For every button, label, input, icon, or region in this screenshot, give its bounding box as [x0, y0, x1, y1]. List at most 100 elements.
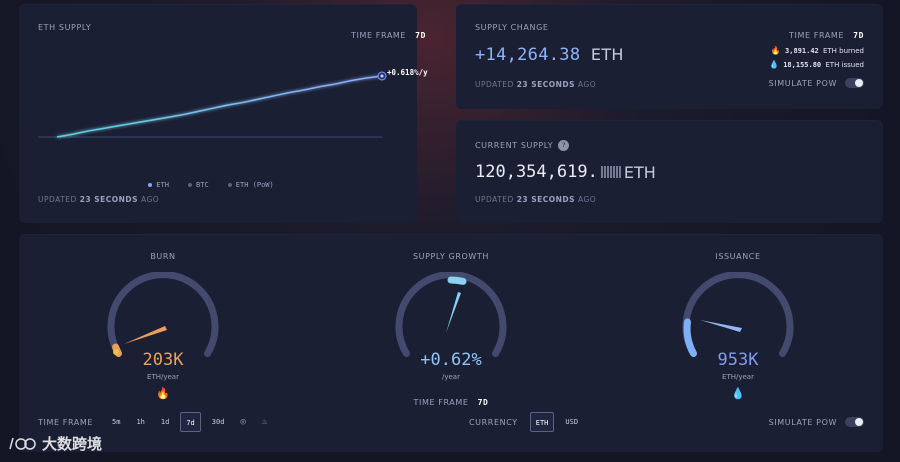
- currency-eth-button[interactable]: ETH: [529, 412, 555, 432]
- legend-btc[interactable]: BTC: [188, 181, 209, 189]
- issuance-gauge: [682, 272, 794, 357]
- timeframe-label: TIME FRAME: [351, 31, 407, 40]
- supply-growth-value: +0.62%: [420, 350, 482, 370]
- merge-icon-button[interactable]: ◎: [240, 417, 246, 427]
- legend-eth[interactable]: ETH: [148, 181, 169, 189]
- burn-issue-breakdown: 🔥 3,891.42 ETH burned 💧 18,155.80 ETH is…: [769, 44, 864, 72]
- supply-change-timeframe[interactable]: TIME FRAME 7d: [789, 23, 864, 42]
- supply-change-card: SUPPLY CHANGE TIME FRAME 7d +14,264.38 E…: [456, 4, 883, 109]
- rolling-digits-icon: [600, 166, 621, 178]
- droplet-icon: 💧: [769, 60, 779, 69]
- timeframe-1h-button[interactable]: 1h: [136, 418, 145, 426]
- burn-title: BURN: [150, 252, 176, 261]
- supply-change-value: +14,264.38 ETH: [475, 45, 624, 65]
- legend-eth-label: ETH: [156, 181, 169, 189]
- timeframe-value: 7d: [415, 31, 426, 40]
- watermark: 大数跨境: [8, 433, 102, 454]
- supply-growth-gauge-track: [395, 272, 507, 357]
- burned-value: 3,891.42: [785, 47, 819, 55]
- currency-usd-button[interactable]: USD: [565, 418, 579, 426]
- current-supply-value: 120,354,619. ETH: [475, 162, 656, 182]
- fire-icon: 🔥: [770, 46, 781, 55]
- eth-supply-updated: UPDATED 23 SECONDS AGO: [38, 195, 159, 204]
- issued-label: ETH issued: [825, 61, 864, 69]
- updated-suffix: AGO: [140, 195, 160, 204]
- updated-suffix: AGO: [577, 195, 597, 204]
- eth-series-line: [56, 75, 383, 138]
- timeframe-selector: TIME FRAME 5m 1h 1d 7d 30d ◎ ♨: [38, 412, 272, 432]
- supply-growth-gauge-needle: [446, 292, 461, 333]
- info-icon[interactable]: ?: [558, 140, 570, 151]
- supply-growth-title: SUPPLY GROWTH: [412, 252, 490, 261]
- burned-row: 🔥 3,891.42 ETH burned: [769, 44, 864, 58]
- watermark-logo-icon: [9, 437, 36, 450]
- supply-change-updated: UPDATED 23 SECONDS AGO: [475, 80, 596, 89]
- series-endpoint-dot: [380, 74, 384, 78]
- footer-simulate-pow-toggle[interactable]: [845, 417, 864, 427]
- timeframe-5m-button[interactable]: 5m: [112, 418, 121, 426]
- eth-supply-timeframe[interactable]: TIME FRAME 7d: [346, 23, 426, 42]
- supply-growth-gauge: [395, 272, 507, 357]
- timeframe-value: 7d: [853, 31, 864, 40]
- timeframe-30d-button[interactable]: 30d: [211, 418, 225, 426]
- simulate-pow-toggle[interactable]: [845, 78, 864, 88]
- timeframe-label: TIME FRAME: [789, 31, 845, 40]
- issued-value: 18,155.80: [783, 61, 822, 69]
- timeframe-1d-button[interactable]: 1d: [160, 418, 170, 426]
- legend-btc-dot: [188, 183, 193, 187]
- issuance-unit: ETH/year: [722, 373, 754, 381]
- burned-label: ETH burned: [822, 47, 864, 55]
- flame-icon-button[interactable]: ♨: [261, 417, 268, 427]
- current-supply-header: CURRENT SUPPLY ?: [475, 140, 570, 151]
- droplet-icon: 💧: [731, 387, 745, 400]
- burn-value: 203K: [142, 350, 184, 370]
- supply-change-number: +14,264.38: [475, 45, 581, 65]
- updated-value: 23 SECONDS: [79, 195, 139, 204]
- updated-value: 23 SECONDS: [516, 195, 576, 204]
- timeframe-label: TIME FRAME: [413, 398, 469, 407]
- issuance-gauge-needle: [700, 320, 742, 332]
- legend-eth-pow-dot: [227, 183, 232, 187]
- updated-prefix: UPDATED: [475, 195, 514, 204]
- burn-gauge-tip: [113, 349, 119, 355]
- eth-supply-chart: [38, 71, 387, 138]
- supply-change-unit: ETH: [590, 45, 624, 64]
- simulate-pow-label: SIMULATE PoW: [768, 78, 837, 88]
- current-supply-updated: UPDATED 23 SECONDS AGO: [475, 195, 596, 204]
- burn-gauge-track: [107, 272, 219, 357]
- current-supply-title: CURRENT SUPPLY: [475, 141, 554, 150]
- updated-prefix: UPDATED: [475, 80, 514, 89]
- gauges-card: BURN 203K ETH/year 🔥 SUPPLY GROWTH +0.62…: [19, 234, 883, 452]
- currency-selector: CURRENCY ETH USD: [469, 412, 583, 432]
- legend-eth-pow[interactable]: ETH (PoW): [227, 181, 274, 189]
- growth-annotation: +0.618%/y: [387, 68, 428, 77]
- current-supply-card: CURRENT SUPPLY ? 120,354,619. ETH UPDATE…: [456, 120, 883, 223]
- footer-simulate-pow-label: SIMULATE PoW: [768, 417, 837, 427]
- timeframe-value: 7d: [477, 398, 489, 407]
- updated-prefix: UPDATED: [38, 195, 77, 204]
- simulate-pow-control[interactable]: SIMULATE PoW: [769, 78, 864, 88]
- eth-supply-card: ETH SUPPLY TIME FRAME 7d +0.618%/y ETH B…: [19, 4, 428, 223]
- footer-timeframe-label: TIME FRAME: [38, 417, 94, 427]
- legend-eth-dot: [148, 183, 153, 187]
- supply-change-title: SUPPLY CHANGE: [475, 23, 549, 32]
- burn-gauge-needle: [124, 326, 167, 344]
- issuance-gauge-track: [682, 272, 794, 357]
- currency-label: CURRENCY: [469, 417, 518, 427]
- burn-gauge: [107, 272, 219, 357]
- updated-suffix: AGO: [577, 80, 597, 89]
- issuance-value: 953K: [717, 350, 759, 370]
- supply-growth-gauge-fill: [447, 276, 467, 285]
- timeframe-7d-button[interactable]: 7d: [180, 412, 201, 432]
- updated-value: 23 SECONDS: [516, 80, 576, 89]
- chart-legend: ETH BTC ETH (PoW): [19, 172, 417, 191]
- current-supply-number: 120,354,619.: [475, 162, 598, 182]
- burn-unit: ETH/year: [147, 373, 179, 381]
- legend-eth-pow-label: ETH (PoW): [235, 181, 274, 189]
- current-supply-unit: ETH: [623, 162, 656, 182]
- watermark-text: 大数跨境: [42, 435, 103, 453]
- eth-supply-title: ETH SUPPLY: [38, 23, 92, 32]
- footer-simulate-pow-control[interactable]: SIMULATE PoW: [769, 417, 864, 427]
- supply-growth-timeframe: TIME FRAME 7d: [391, 390, 511, 409]
- fire-icon: 🔥: [156, 387, 170, 400]
